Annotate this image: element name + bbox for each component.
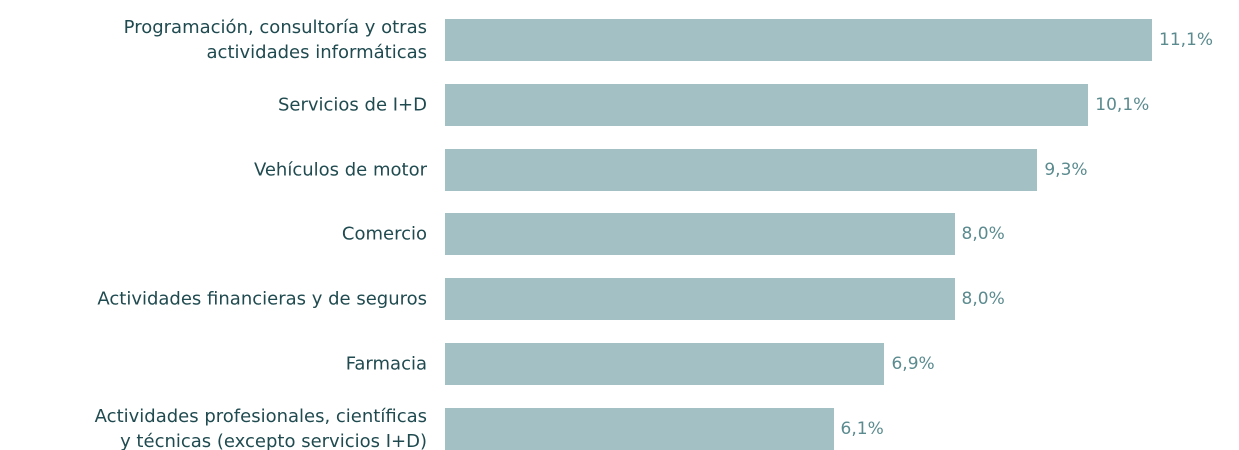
bar bbox=[445, 343, 885, 385]
value-label: 6,1% bbox=[840, 418, 884, 439]
bar bbox=[445, 407, 834, 450]
category-label: Servicios de I+D bbox=[277, 94, 427, 116]
category-label: Farmacia bbox=[345, 353, 427, 375]
value-label: 10,1% bbox=[1095, 94, 1150, 115]
bar bbox=[445, 19, 1152, 61]
category-label: Actividades profesionales, científicas y… bbox=[94, 405, 427, 450]
bar bbox=[445, 83, 1089, 126]
category-label: Vehículos de motor bbox=[253, 159, 427, 181]
category-label: Actividades financieras y de seguros bbox=[97, 288, 427, 310]
value-label: 8,0% bbox=[961, 224, 1005, 245]
value-label: 6,9% bbox=[891, 354, 935, 374]
bar bbox=[445, 278, 955, 321]
value-label: 8,0% bbox=[961, 289, 1005, 310]
bar bbox=[445, 148, 1038, 191]
category-label: Comercio bbox=[341, 223, 427, 245]
value-label: 11,1% bbox=[1159, 30, 1214, 50]
value-label: 9,3% bbox=[1044, 159, 1088, 180]
category-label: Programación, consultoría y otras activi… bbox=[123, 17, 427, 63]
bar bbox=[445, 213, 955, 256]
